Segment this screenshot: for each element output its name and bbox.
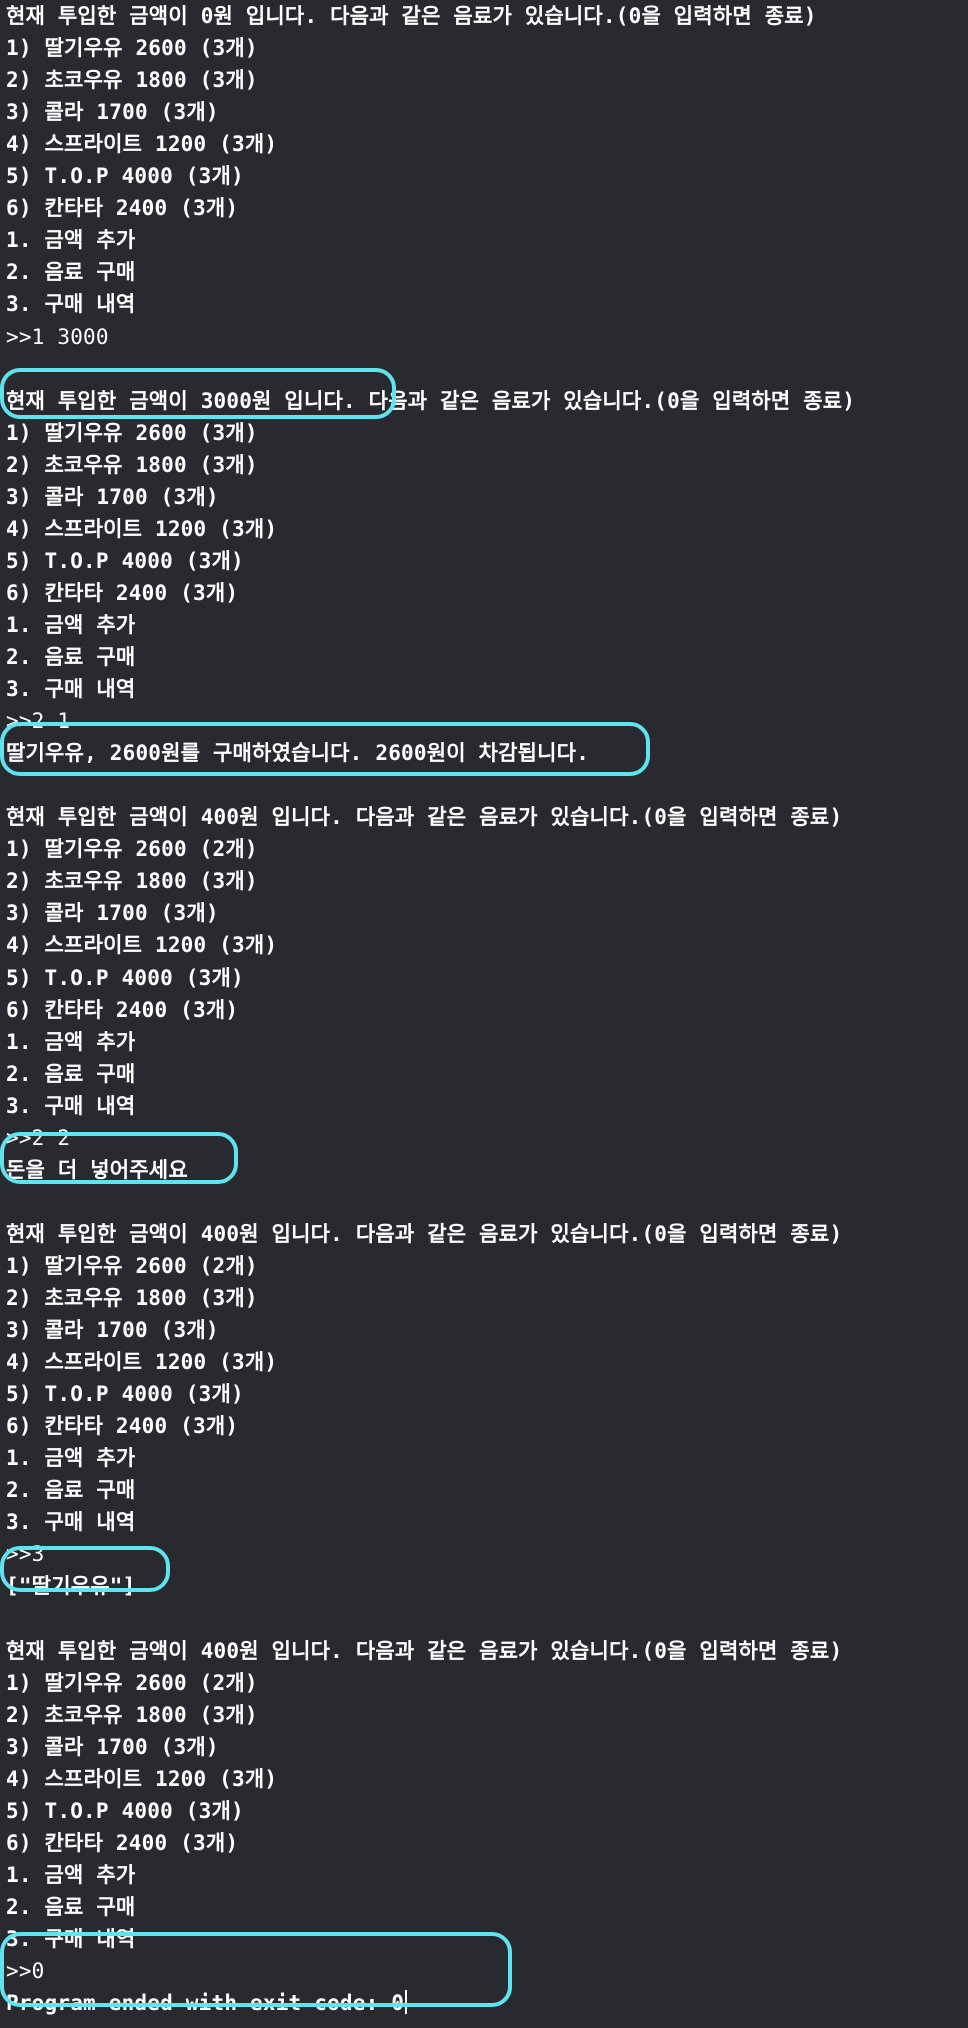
console-output-line: Program ended with exit code: 0 (6, 1988, 408, 2018)
console-output-line: 1. 금액 추가 (6, 1862, 136, 1887)
console-output-line: 2) 초코우유 1800 (3개) (6, 68, 258, 93)
console-output-line: 6) 칸타타 2400 (3개) (6, 580, 239, 605)
console-output-line: 1) 딸기우유 2600 (3개) (6, 420, 258, 445)
console-output-line: 3. 구매 내역 (6, 1927, 136, 1951)
console-output-line: 현재 투입한 금액이 400원 입니다. 다음과 같은 음료가 있습니다.(0을… (6, 1638, 843, 1663)
console-output-line: 3) 콜라 1700 (3개) (6, 1318, 219, 1343)
console-output-line: 2) 초코우유 1800 (3개) (6, 869, 258, 894)
console-output-line: 3. 구매 내역 (6, 1510, 136, 1535)
console-output-line: 5) T.O.P 4000 (3개) (6, 548, 244, 573)
console-output-line: 1) 딸기우유 2600 (2개) (6, 1670, 258, 1695)
console-output-line: 6) 칸타타 2400 (3개) (6, 196, 239, 221)
console-output-line: 5) T.O.P 4000 (3개) (6, 1798, 244, 1823)
console-output-line: 현재 투입한 금액이 3000원 입니다. 다음과 같은 음료가 있습니다.(0… (6, 388, 856, 413)
console-output-line: 2) 초코우유 1800 (3개) (6, 452, 258, 477)
console-output-line: 5) T.O.P 4000 (3개) (6, 1382, 244, 1407)
console-output-line: 2. 음료 구매 (6, 260, 136, 285)
console-output-line: 4) 스프라이트 1200 (3개) (6, 1350, 278, 1375)
console-output-line: 2. 음료 구매 (6, 1478, 136, 1503)
console-output-line: 3) 콜라 1700 (3개) (6, 901, 219, 926)
console-output-line: 현재 투입한 금액이 0원 입니다. 다음과 같은 음료가 있습니다.(0을 입… (6, 4, 817, 28)
console-output-line: 1) 딸기우유 2600 (2개) (6, 837, 258, 862)
console-input-line: >>2 1 (6, 709, 71, 734)
console-output-line: 5) T.O.P 4000 (3개) (6, 164, 244, 189)
console-output-line: 3. 구매 내역 (6, 1093, 136, 1118)
console-output-line: 2. 음료 구매 (6, 1061, 136, 1086)
console-output-line: 6) 칸타타 2400 (3개) (6, 1414, 239, 1439)
console-output-line: ["딸기우유"] (6, 1574, 136, 1599)
console-output-line: 돈을 더 넣어주세요 (6, 1157, 188, 1182)
console-input-line: >>2 2 (6, 1125, 71, 1150)
console-output-line: 6) 칸타타 2400 (3개) (6, 1830, 239, 1855)
console-output-line: 2) 초코우유 1800 (3개) (6, 1286, 258, 1310)
console-output-line: 4) 스프라이트 1200 (3개) (6, 1766, 278, 1791)
console-output-line: 3) 콜라 1700 (3개) (6, 1734, 219, 1759)
console-output-line: 1. 금액 추가 (6, 1446, 136, 1471)
console-output-line: 6) 칸타타 2400 (3개) (6, 997, 239, 1022)
console-output-line: 4) 스프라이트 1200 (3개) (6, 933, 278, 958)
console-output-line: 3. 구매 내역 (6, 292, 136, 317)
console-input-line: >>1 3000 (6, 324, 109, 349)
console-output-line: 4) 스프라이트 1200 (3개) (6, 516, 278, 541)
console-input-line: >>3 (6, 1542, 45, 1567)
console-output-line: 현재 투입한 금액이 400원 입니다. 다음과 같은 음료가 있습니다.(0을… (6, 805, 843, 830)
console-output-line: 3) 콜라 1700 (3개) (6, 484, 219, 509)
console-output-line: 3. 구매 내역 (6, 677, 136, 702)
console-output-line: 5) T.O.P 4000 (3개) (6, 965, 244, 990)
console-output-line: 2) 초코우유 1800 (3개) (6, 1702, 258, 1727)
text-cursor (405, 1990, 408, 2015)
console-output-line: 2. 음료 구매 (6, 645, 136, 669)
console-output-line: 1. 금액 추가 (6, 1029, 136, 1054)
console-output-line: 현재 투입한 금액이 400원 입니다. 다음과 같은 음료가 있습니다.(0을… (6, 1221, 843, 1246)
console-output-line: 1. 금액 추가 (6, 228, 136, 253)
console-output-line: 2. 음료 구매 (6, 1894, 136, 1919)
console-output-line: 3) 콜라 1700 (3개) (6, 100, 219, 125)
console-input-line: >>0 (6, 1959, 45, 1984)
console-output-line: 1) 딸기우유 2600 (3개) (6, 36, 258, 61)
console-output-line: 1. 금액 추가 (6, 612, 136, 637)
console-output-line: 4) 스프라이트 1200 (3개) (6, 132, 278, 157)
console-output-line: 1) 딸기우유 2600 (2개) (6, 1253, 258, 1278)
console-output-line: 딸기우유, 2600원를 구매하였습니다. 2600원이 차감됩니다. (6, 741, 590, 766)
